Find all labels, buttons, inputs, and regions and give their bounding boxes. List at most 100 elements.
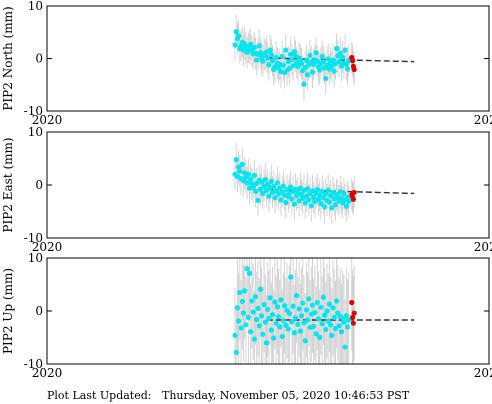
y-axis-label: PIP2 Up (mm): [1, 268, 15, 354]
data-point: [298, 313, 305, 319]
data-point: [288, 184, 294, 190]
x-tick-label: 2020: [32, 240, 63, 254]
data-point: [320, 59, 326, 65]
data-point: [341, 319, 347, 325]
data-point: [330, 305, 336, 311]
data-point: [331, 314, 337, 320]
data-point: [232, 332, 238, 338]
data-point: [268, 178, 274, 184]
data-point: [338, 329, 345, 335]
recent-data-point: [350, 320, 356, 326]
data-point: [317, 67, 323, 73]
data-point: [331, 68, 337, 74]
data-point: [265, 306, 271, 313]
data-point: [336, 59, 342, 65]
data-point: [238, 325, 244, 331]
data-point: [248, 176, 254, 182]
data-point: [266, 193, 272, 199]
plot-updated-label: Plot Last Updated:: [47, 389, 152, 402]
data-point: [250, 184, 256, 190]
data-point: [344, 194, 351, 200]
data-point: [245, 171, 251, 177]
data-point: [274, 304, 280, 310]
data-point: [305, 186, 311, 192]
data-point: [329, 205, 335, 211]
data-point: [323, 326, 329, 333]
y-tick-label: 0: [35, 304, 43, 318]
data-point: [262, 177, 268, 183]
data-point: [332, 325, 339, 332]
data-point: [318, 304, 324, 310]
data-point: [336, 323, 342, 329]
data-point: [239, 298, 245, 305]
data-point: [300, 300, 306, 306]
data-point: [244, 180, 250, 186]
data-point: [280, 317, 286, 324]
data-point: [249, 298, 255, 304]
y-tick-label: 0: [35, 178, 43, 192]
data-point: [290, 303, 296, 309]
recent-data-point: [351, 189, 357, 196]
data-point: [257, 286, 264, 292]
data-point: [341, 190, 347, 197]
data-point: [232, 42, 238, 48]
recent-data-point: [351, 310, 357, 316]
x-tick-label: 2020: [32, 366, 63, 380]
data-point: [233, 156, 239, 163]
data-point: [292, 315, 299, 321]
data-point: [302, 338, 308, 344]
data-point: [244, 266, 250, 272]
data-point: [330, 57, 336, 63]
data-point: [312, 309, 318, 316]
data-point: [272, 195, 278, 201]
data-point: [343, 313, 349, 319]
y-tick-label: -10: [24, 357, 43, 371]
data-point: [242, 41, 248, 47]
data-point: [280, 183, 286, 189]
data-point: [291, 49, 297, 55]
data-point: [283, 322, 289, 328]
plot-updated-timestamp: Thursday, November 05, 2020 10:46:53 PST: [161, 389, 410, 402]
data-point: [236, 164, 242, 170]
data-point: [269, 58, 276, 64]
y-tick-label: 0: [35, 52, 43, 66]
data-point: [326, 199, 332, 205]
data-point: [271, 183, 277, 190]
data-point: [344, 66, 351, 72]
data-point: [309, 69, 316, 75]
data-point: [271, 335, 277, 341]
data-point: [240, 310, 247, 316]
data-point: [327, 322, 334, 328]
data-point: [283, 47, 289, 53]
data-point: [260, 58, 266, 64]
data-point: [261, 302, 267, 308]
data-point: [275, 314, 282, 320]
data-point: [250, 309, 256, 315]
y-axis-label: PIP2 East (mm): [1, 137, 15, 232]
data-point: [246, 270, 253, 276]
data-point: [303, 193, 309, 199]
data-point: [289, 56, 295, 63]
data-point: [251, 336, 257, 342]
data-point: [295, 63, 301, 69]
data-point: [251, 172, 257, 179]
data-point: [283, 199, 289, 206]
data-point: [245, 314, 251, 320]
x-tick-label: 2021: [474, 240, 492, 254]
data-point: [321, 204, 328, 210]
data-point: [305, 317, 311, 323]
data-point: [325, 318, 331, 324]
data-point: [278, 297, 284, 303]
data-point: [266, 315, 272, 322]
data-point: [319, 188, 325, 194]
data-point: [323, 191, 329, 197]
data-point: [321, 312, 328, 318]
data-point: [285, 326, 291, 332]
data-point: [259, 313, 265, 319]
data-point: [236, 318, 242, 324]
data-point: [319, 53, 325, 60]
data-point: [306, 197, 312, 203]
data-point: [254, 57, 260, 63]
data-point: [317, 334, 323, 341]
data-point: [257, 186, 264, 192]
